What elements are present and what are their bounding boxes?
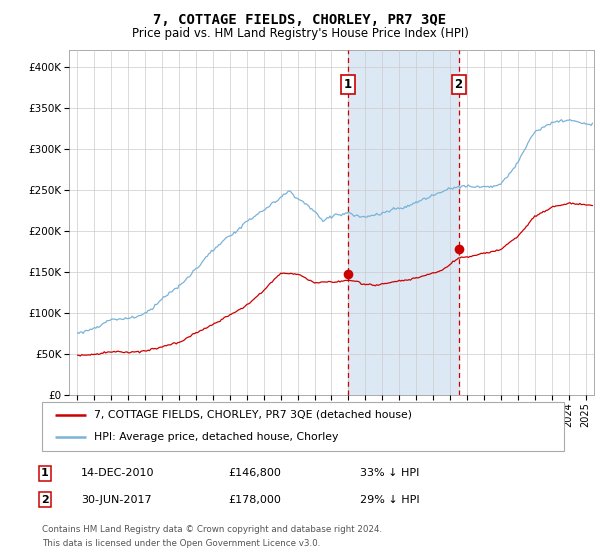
Text: 7, COTTAGE FIELDS, CHORLEY, PR7 3QE: 7, COTTAGE FIELDS, CHORLEY, PR7 3QE: [154, 13, 446, 27]
Text: 1: 1: [41, 468, 49, 478]
Text: 30-JUN-2017: 30-JUN-2017: [81, 494, 152, 505]
Text: Contains HM Land Registry data © Crown copyright and database right 2024.: Contains HM Land Registry data © Crown c…: [42, 525, 382, 534]
Text: £178,000: £178,000: [228, 494, 281, 505]
Text: This data is licensed under the Open Government Licence v3.0.: This data is licensed under the Open Gov…: [42, 539, 320, 548]
FancyBboxPatch shape: [42, 402, 564, 451]
Text: 1: 1: [344, 78, 352, 91]
Text: 7, COTTAGE FIELDS, CHORLEY, PR7 3QE (detached house): 7, COTTAGE FIELDS, CHORLEY, PR7 3QE (det…: [94, 410, 412, 420]
Text: £146,800: £146,800: [228, 468, 281, 478]
Text: 29% ↓ HPI: 29% ↓ HPI: [360, 494, 419, 505]
Text: Price paid vs. HM Land Registry's House Price Index (HPI): Price paid vs. HM Land Registry's House …: [131, 27, 469, 40]
Text: 14-DEC-2010: 14-DEC-2010: [81, 468, 155, 478]
Text: 33% ↓ HPI: 33% ↓ HPI: [360, 468, 419, 478]
Bar: [348, 50, 458, 395]
Text: 2: 2: [41, 494, 49, 505]
Text: HPI: Average price, detached house, Chorley: HPI: Average price, detached house, Chor…: [94, 432, 338, 442]
Text: 2: 2: [454, 78, 463, 91]
